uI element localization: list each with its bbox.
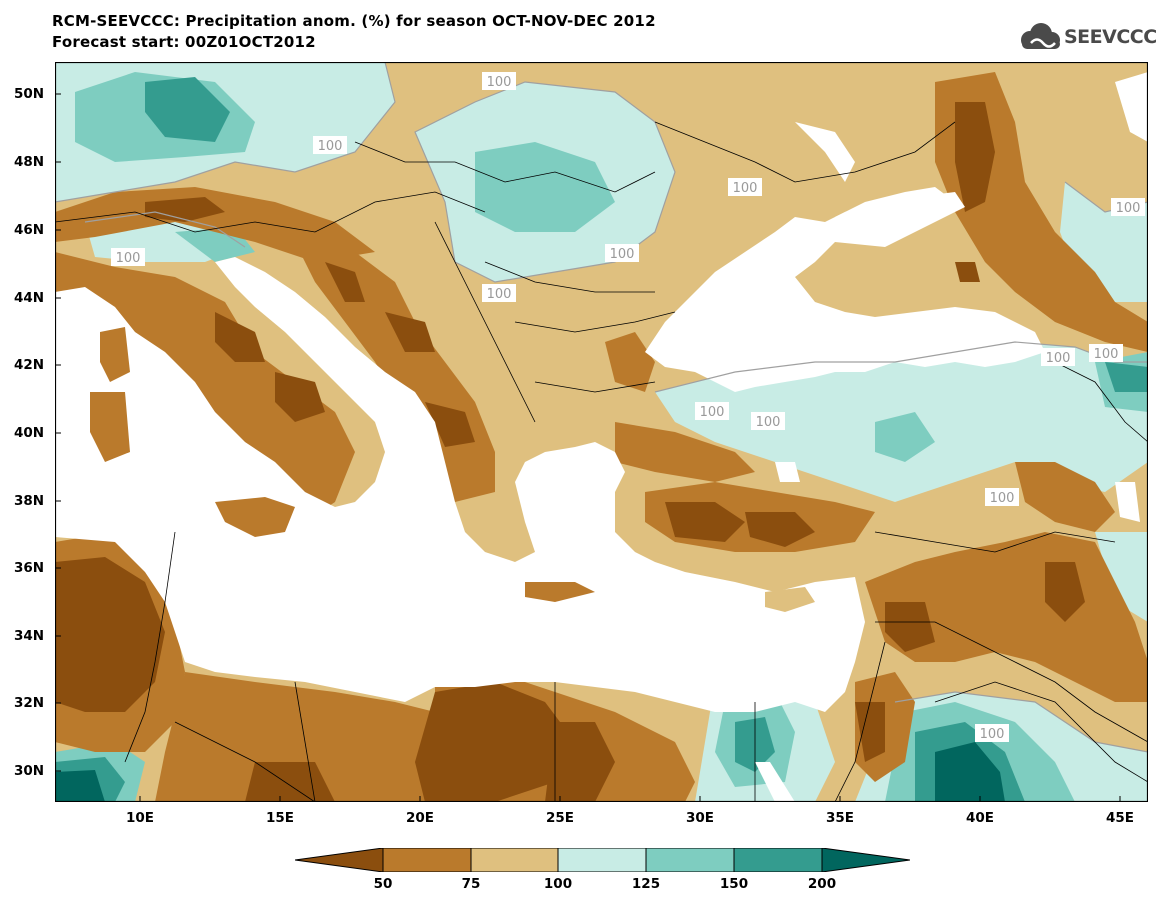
legend-label: 125 <box>631 876 661 892</box>
legend-swatch <box>382 848 472 872</box>
contour-label: 100 <box>695 402 729 420</box>
cyprus <box>765 587 815 612</box>
lat-label: 46N <box>14 222 45 238</box>
mediterranean-sea <box>55 257 865 712</box>
contour-label: 100 <box>975 724 1009 742</box>
sea-of-azov <box>835 187 955 237</box>
lat-label: 48N <box>14 154 45 170</box>
svg-text:100: 100 <box>990 491 1015 506</box>
legend-swatch <box>295 848 384 872</box>
sicily <box>215 497 295 537</box>
sardinia <box>90 392 130 462</box>
cloud-logo-icon <box>1021 23 1060 49</box>
axis-ticks <box>55 93 1121 802</box>
svg-text:100: 100 <box>610 247 635 262</box>
legend-label: 100 <box>543 876 573 892</box>
contour-label: 100 <box>313 136 347 154</box>
svg-text:100: 100 <box>487 75 512 90</box>
precipitation-anomaly-map: 100 100 100 100 100 100 100 100 100 100 … <box>55 62 1148 802</box>
svg-text:100: 100 <box>700 405 725 420</box>
contour-label: 100 <box>985 488 1019 506</box>
lat-label: 36N <box>14 560 45 576</box>
svg-text:100: 100 <box>1046 351 1071 366</box>
legend-label: 200 <box>807 876 837 892</box>
lat-label: 42N <box>14 357 45 373</box>
lat-label: 32N <box>14 695 45 711</box>
svg-text:100: 100 <box>487 287 512 302</box>
lon-label: 35E <box>825 810 854 826</box>
lat-label: 40N <box>14 425 45 441</box>
lat-label: 50N <box>14 86 45 102</box>
dry-strong-regions <box>55 102 1085 802</box>
contour-label: 100 <box>728 178 762 196</box>
legend-label: 150 <box>719 876 749 892</box>
lat-label: 34N <box>14 628 45 644</box>
legend-colorbar <box>295 848 910 872</box>
svg-text:100: 100 <box>733 181 758 196</box>
legend-swatch <box>821 848 910 872</box>
svg-text:100: 100 <box>116 251 141 266</box>
country-borders <box>55 121 1148 802</box>
contour-label: 100 <box>1041 348 1075 366</box>
crete <box>525 582 595 602</box>
corsica <box>100 327 130 382</box>
legend-swatch <box>733 848 823 872</box>
lat-label: 44N <box>14 290 45 306</box>
contour-label: 100 <box>111 248 145 266</box>
wet-extreme-regions <box>55 742 1005 802</box>
legend-swatch <box>470 848 559 872</box>
lon-label: 15E <box>265 810 294 826</box>
chart-subtitle: Forecast start: 00Z01OCT2012 <box>52 33 316 51</box>
lon-label: 10E <box>125 810 154 826</box>
logo-text: SEEVCCC <box>1064 26 1157 48</box>
lon-label: 25E <box>545 810 574 826</box>
lon-label: 45E <box>1105 810 1134 826</box>
legend-swatch <box>557 848 647 872</box>
lon-label: 20E <box>405 810 434 826</box>
legend-swatch <box>645 848 735 872</box>
svg-text:100: 100 <box>756 415 781 430</box>
black-sea <box>645 192 1045 392</box>
lon-label: 30E <box>685 810 714 826</box>
contour-label: 100 <box>482 72 516 90</box>
svg-text:100: 100 <box>1094 347 1119 362</box>
contour-label: 100 <box>751 412 785 430</box>
contour-label: 100 <box>1089 344 1123 362</box>
contour-label: 100 <box>482 284 516 302</box>
chart-title: RCM-SEEVCCC: Precipitation anom. (%) for… <box>52 12 656 30</box>
contour-label: 100 <box>1111 198 1145 216</box>
contour-label: 100 <box>605 244 639 262</box>
lon-label: 40E <box>965 810 994 826</box>
svg-text:100: 100 <box>980 727 1005 742</box>
svg-text:100: 100 <box>1116 201 1141 216</box>
lat-label: 30N <box>14 763 45 779</box>
lat-label: 38N <box>14 493 45 509</box>
svg-text:100: 100 <box>318 139 343 154</box>
islands <box>90 327 815 612</box>
sea-mask <box>55 72 1148 802</box>
contour-labels: 100 100 100 100 100 100 100 100 100 100 … <box>111 72 1145 742</box>
legend-label: 50 <box>373 876 393 892</box>
legend-label: 75 <box>461 876 481 892</box>
